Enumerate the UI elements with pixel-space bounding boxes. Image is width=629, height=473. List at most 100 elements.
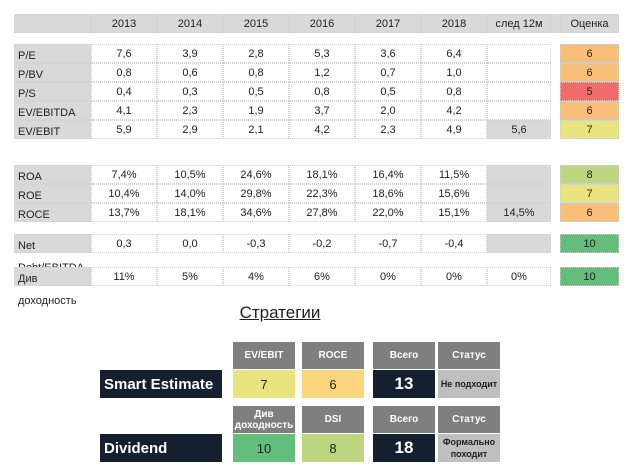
value-cell: 4% (223, 267, 289, 286)
value-cell: 0,3 (91, 234, 157, 253)
value-cell: 29,8% (223, 184, 289, 203)
value-cell: 7,6 (91, 44, 157, 63)
status-header: Статус (438, 342, 500, 369)
table-row: ROE 10,4% 14,0% 29,8% 22,3% 18,6% 15,6% 7 (14, 184, 619, 203)
row-label: ROCE (14, 203, 91, 222)
gap (551, 14, 560, 33)
next-12m-cell (487, 234, 551, 253)
header-row: 2013 2014 2015 2016 2017 2018 след 12м О… (14, 14, 619, 33)
value-cell: 11% (91, 267, 157, 286)
value-cell: 5% (157, 267, 223, 286)
col-2015: 2015 (223, 14, 289, 33)
status-value: Формально походит (438, 434, 500, 462)
value-cell: -0,7 (355, 234, 421, 253)
gap (551, 101, 560, 120)
table-row: ROA 7,4% 10,5% 24,6% 18,1% 16,4% 11,5% 8 (14, 165, 619, 184)
gap (551, 165, 560, 184)
value-cell: 6,4 (421, 44, 487, 63)
value-cell: 5,9 (91, 120, 157, 139)
value-cell: 0,3 (157, 82, 223, 101)
metric1-value: 10 (233, 434, 295, 462)
metric2-header: ROCE (302, 342, 364, 369)
next-12m-cell: 14,5% (487, 203, 551, 222)
value-cell: 2,0 (355, 101, 421, 120)
value-cell: 27,8% (289, 203, 355, 222)
value-cell: 0,8 (289, 82, 355, 101)
next-12m-cell: 5,6 (487, 120, 551, 139)
col-2016: 2016 (289, 14, 355, 33)
strategies-title: Стратегии (239, 303, 321, 322)
value-cell: 0,6 (157, 63, 223, 82)
col-next-12m: след 12м (487, 14, 551, 33)
next-12m-cell (487, 165, 551, 184)
gap (551, 184, 560, 203)
score-cell: 7 (560, 120, 619, 139)
row-label: EV/EBITDA (14, 101, 91, 120)
value-cell: 3,7 (289, 101, 355, 120)
value-cell: 5,3 (289, 44, 355, 63)
row-label: P/E (14, 44, 91, 63)
next-12m-cell (487, 63, 551, 82)
row-label: ROE (14, 184, 91, 203)
gap (551, 267, 560, 286)
col-2018: 2018 (421, 14, 487, 33)
strategy-name: Dividend (100, 434, 222, 462)
table-row: EV/EBIT 5,9 2,9 2,1 4,2 2,3 4,9 5,6 7 (14, 120, 619, 139)
row-label: P/S (14, 82, 91, 101)
value-cell: 0,5 (223, 82, 289, 101)
value-cell: 16,4% (355, 165, 421, 184)
value-cell: 14,0% (157, 184, 223, 203)
total-value: 18 (373, 434, 435, 462)
score-cell: 6 (560, 63, 619, 82)
table-row: P/E 7,6 3,9 2,8 5,3 3,6 6,4 6 (14, 44, 619, 63)
value-cell: 22,3% (289, 184, 355, 203)
score-cell: 6 (560, 44, 619, 63)
table-row: P/BV 0,8 0,6 0,8 1,2 0,7 1,0 6 (14, 63, 619, 82)
value-cell: 0,8 (91, 63, 157, 82)
value-cell: 3,9 (157, 44, 223, 63)
value-cell: 4,9 (421, 120, 487, 139)
value-cell: 0,0 (157, 234, 223, 253)
score-cell: 10 (560, 267, 619, 286)
value-cell: 22,0% (355, 203, 421, 222)
value-cell: -0,2 (289, 234, 355, 253)
value-cell: 0,5 (355, 82, 421, 101)
gap (551, 234, 560, 253)
value-cell: 1,0 (421, 63, 487, 82)
gap (551, 44, 560, 63)
value-cell: 18,1% (289, 165, 355, 184)
metric1-value: 7 (233, 370, 295, 398)
value-cell: 0,8 (421, 82, 487, 101)
value-cell: 2,1 (223, 120, 289, 139)
gap (551, 82, 560, 101)
next-12m-cell (487, 82, 551, 101)
metric1-header: Див доходность (233, 406, 295, 433)
score-cell: 5 (560, 82, 619, 101)
total-value: 13 (373, 370, 435, 398)
value-cell: 4,1 (91, 101, 157, 120)
value-cell: 1,9 (223, 101, 289, 120)
value-cell: 4,2 (421, 101, 487, 120)
value-cell: 15,6% (421, 184, 487, 203)
metric1-header: EV/EBIT (233, 342, 295, 369)
value-cell: 0,8 (223, 63, 289, 82)
table-row: Див доходность 11% 5% 4% 6% 0% 0% 0% 10 (14, 267, 619, 307)
next-12m-cell (487, 44, 551, 63)
value-cell: 1,2 (289, 63, 355, 82)
value-cell: 0% (421, 267, 487, 286)
value-cell: 10,4% (91, 184, 157, 203)
metric2-value: 6 (302, 370, 364, 398)
value-cell: 2,8 (223, 44, 289, 63)
gap (551, 120, 560, 139)
value-cell: 7,4% (91, 165, 157, 184)
row-label: Див доходность (14, 267, 91, 307)
value-cell: 0,4 (91, 82, 157, 101)
table-row: Net Debt/EBITDA0,30,0-0,3-0,2-0,7-0,4 10 (14, 234, 619, 274)
strategy-name: Smart Estimate (100, 370, 222, 398)
value-cell: 18,6% (355, 184, 421, 203)
status-value: Не подходит (438, 370, 500, 398)
score-cell: 7 (560, 184, 619, 203)
value-cell: 2,9 (157, 120, 223, 139)
col-score: Оценка (560, 14, 619, 33)
row-label: P/BV (14, 63, 91, 82)
